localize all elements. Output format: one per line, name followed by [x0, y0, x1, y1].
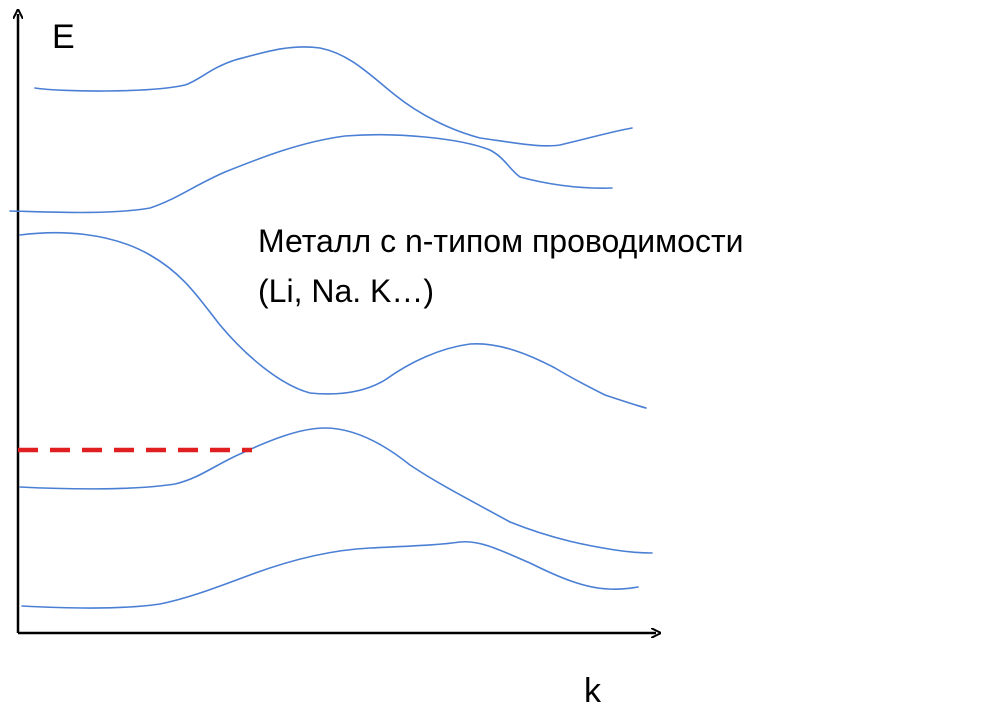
energy-band-2: [9, 133, 613, 214]
wavevector-axis-label: k: [584, 672, 602, 706]
energy-band-4: [19, 427, 653, 554]
energy-band-3: [19, 231, 647, 409]
material-caption-line-2: (Li, Na. K…): [258, 273, 434, 309]
energy-band-1: [34, 46, 633, 147]
energy-band-5: [21, 540, 639, 609]
energy-axis-label: E: [52, 18, 75, 56]
material-caption-line-1: Металл с n-типом проводимости: [258, 223, 744, 259]
